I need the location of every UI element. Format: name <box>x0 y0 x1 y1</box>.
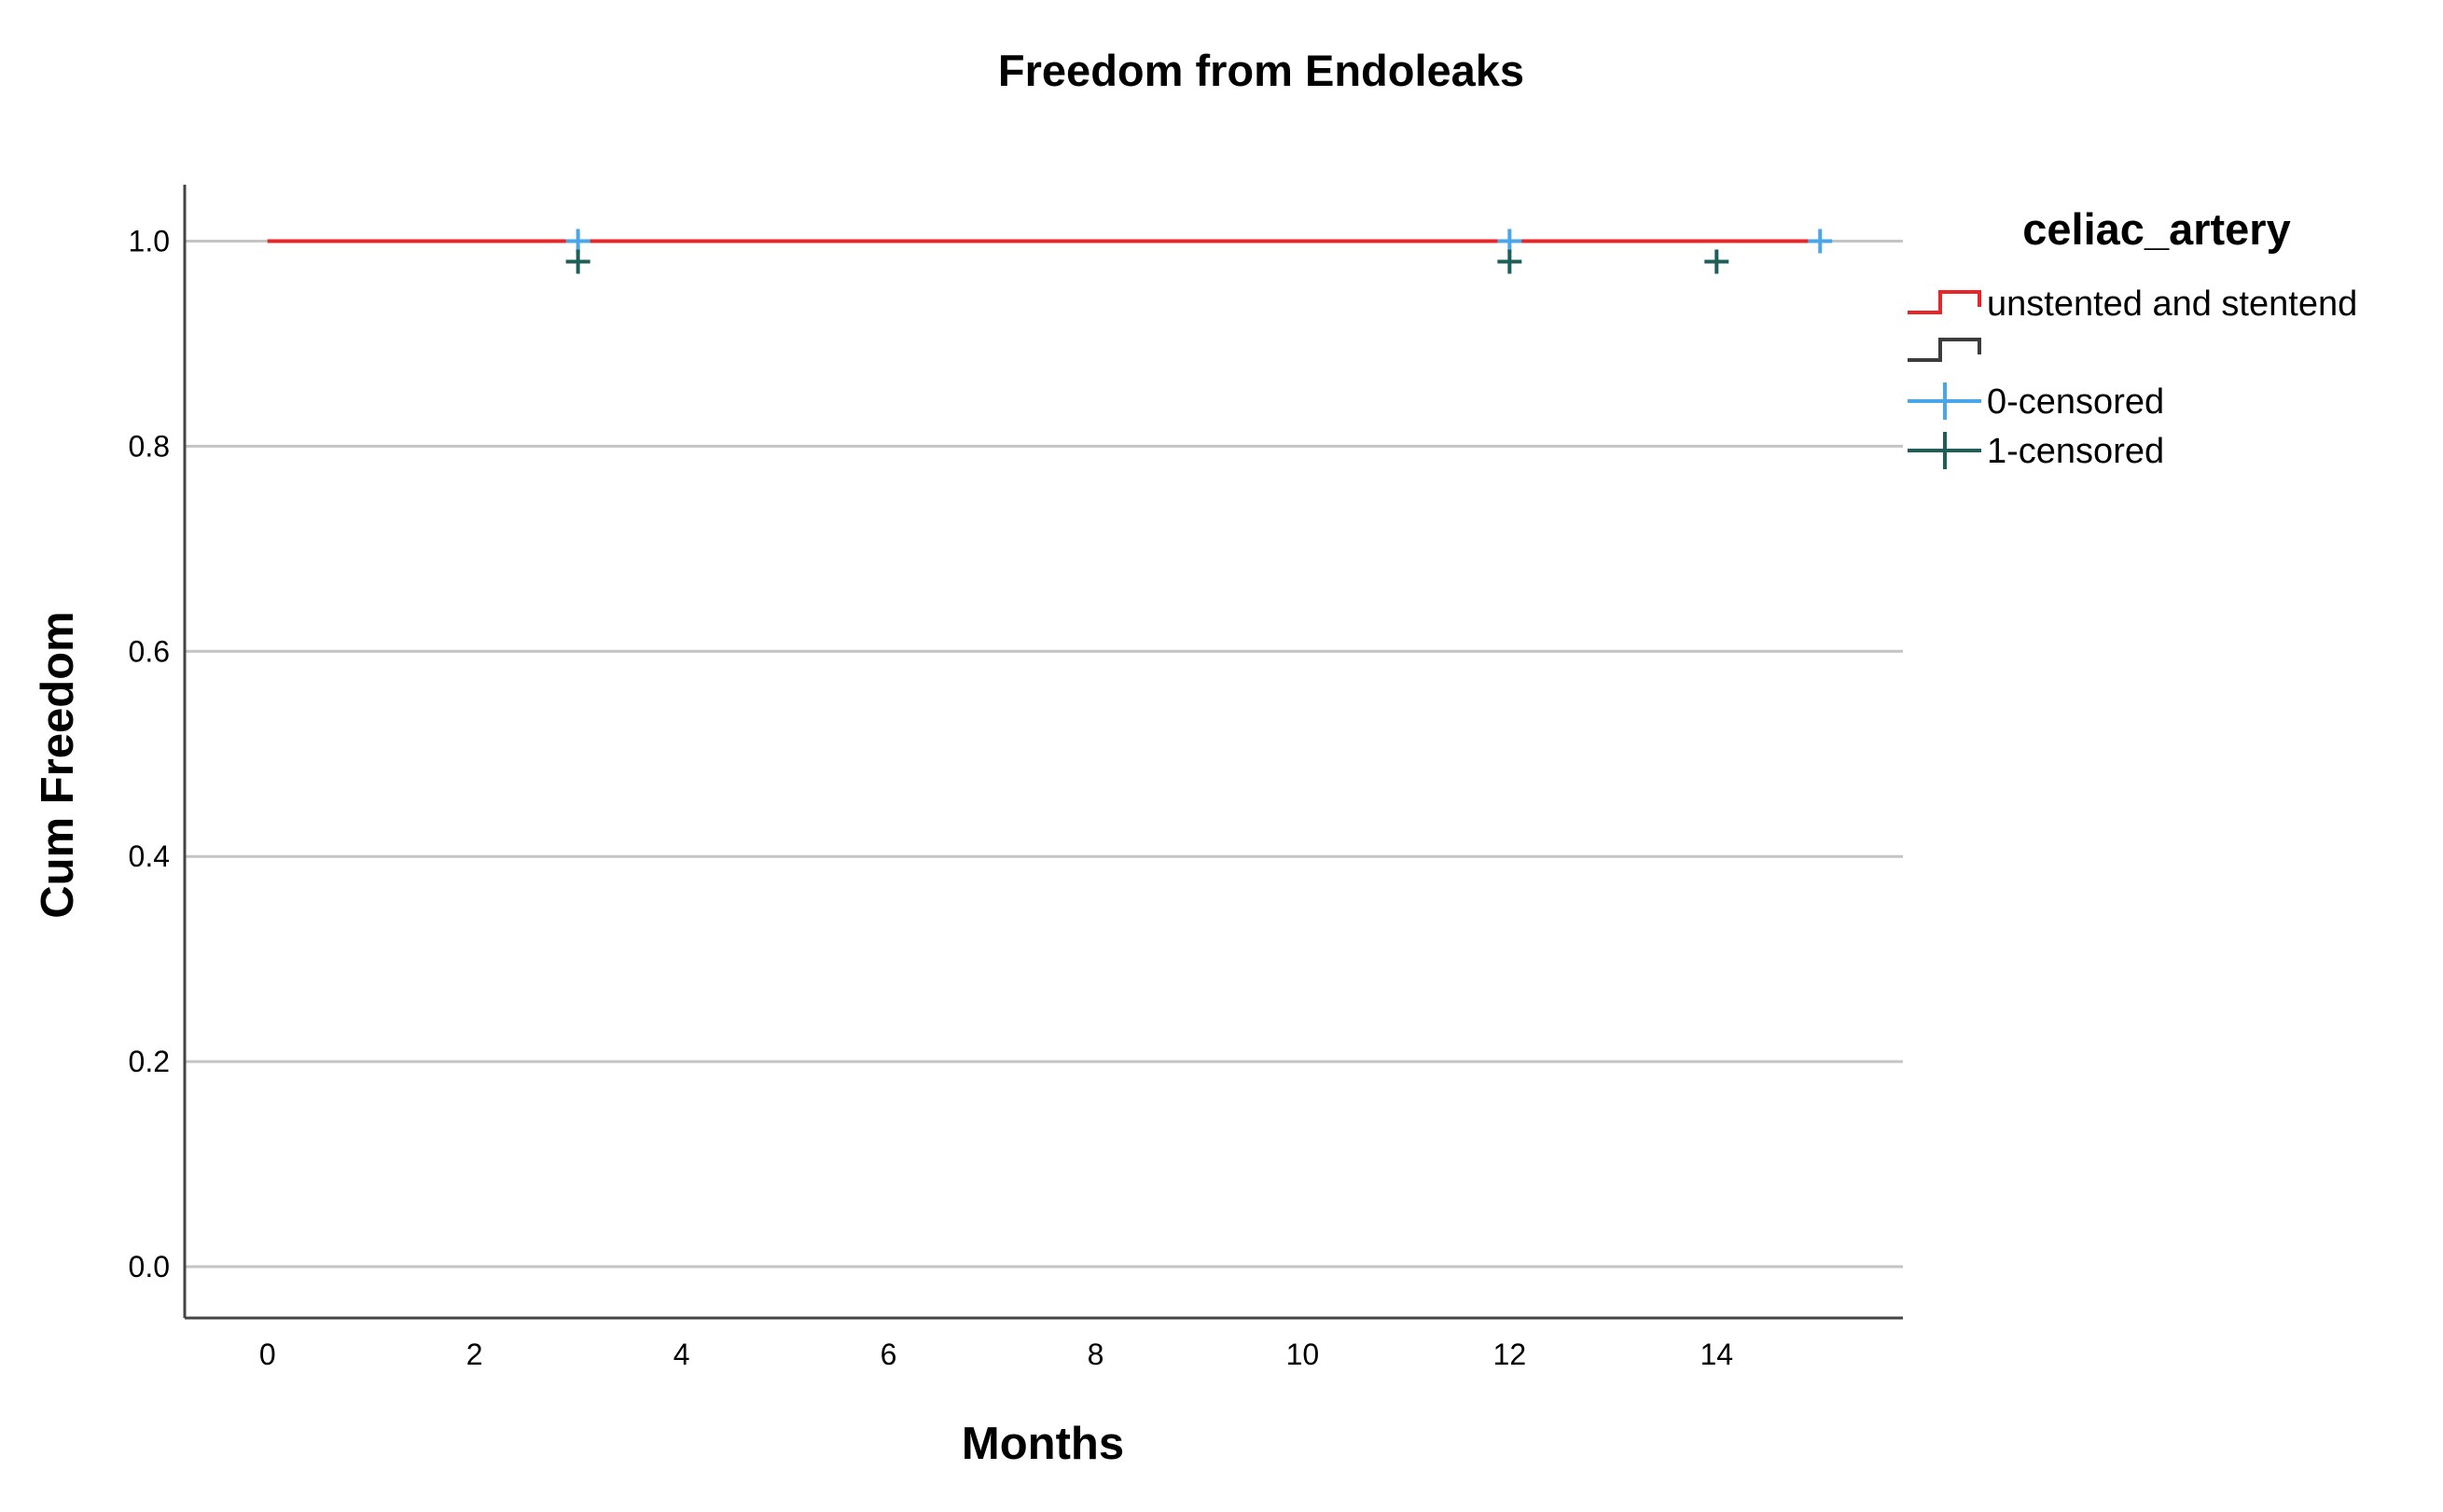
legend-label: unstented and stentend <box>1987 284 2357 324</box>
legend-step-icon <box>1908 290 1981 314</box>
y-tick-label: 0.2 <box>129 1045 170 1078</box>
censor-marker <box>565 229 590 254</box>
x-tick-label: 0 <box>259 1338 276 1371</box>
legend: celiac_artery unstented and stentend 0-ce… <box>1908 204 2357 471</box>
censored-markers <box>565 229 1833 274</box>
censor-marker <box>1704 249 1729 274</box>
y-tick-label: 0.0 <box>129 1250 170 1283</box>
x-tick-labels: 0 2 4 6 8 10 12 14 <box>259 1338 1733 1371</box>
x-tick-label: 8 <box>1088 1338 1104 1371</box>
legend-label: 1-censored <box>1987 432 2164 471</box>
chart-title: Freedom from Endoleaks <box>998 46 1524 95</box>
legend-title: celiac_artery <box>2022 204 2290 254</box>
legend-label: 0-censored <box>1987 382 2164 422</box>
y-tick-label: 0.6 <box>129 634 170 668</box>
y-axis-title: Cum Freedom <box>33 611 83 918</box>
x-tick-label: 12 <box>1493 1338 1527 1371</box>
legend-step-icon <box>1908 338 1981 362</box>
axes <box>183 185 1903 1320</box>
x-tick-label: 4 <box>673 1338 690 1371</box>
x-tick-label: 2 <box>466 1338 483 1371</box>
x-axis-title: Months <box>962 1419 1124 1469</box>
x-tick-label: 14 <box>1700 1338 1733 1371</box>
censor-marker <box>1497 249 1522 274</box>
censor-marker <box>1808 229 1833 254</box>
y-tick-label: 1.0 <box>129 224 170 257</box>
censor-marker <box>1497 229 1522 254</box>
y-tick-labels: 0.0 0.2 0.4 0.6 0.8 1.0 <box>129 224 170 1283</box>
censor-marker <box>565 249 590 274</box>
y-tick-label: 0.4 <box>129 839 170 873</box>
x-tick-label: 6 <box>881 1338 897 1371</box>
legend-censor-icon <box>1908 432 1981 469</box>
y-tick-label: 0.8 <box>129 429 170 463</box>
x-tick-label: 10 <box>1286 1338 1320 1371</box>
gridlines <box>185 239 1903 1269</box>
legend-censor-icon <box>1908 382 1981 420</box>
